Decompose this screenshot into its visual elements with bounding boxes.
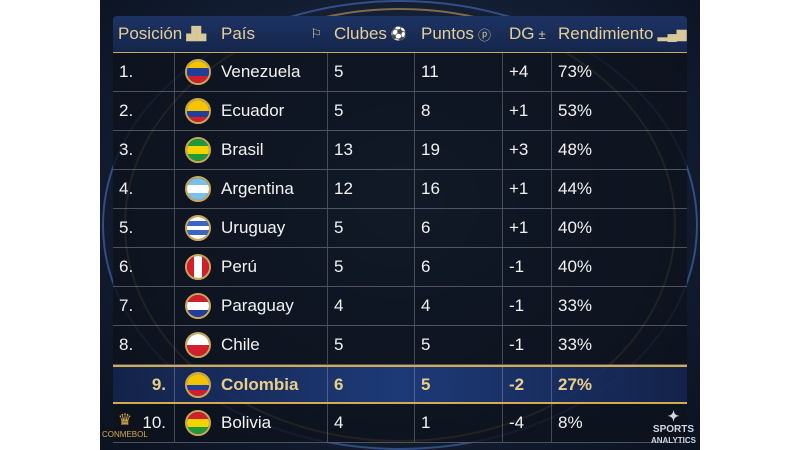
cell-clubs: 5 <box>328 248 415 286</box>
cell-points: 1 <box>415 404 503 442</box>
table-row[interactable]: 9. Colombia 6 5 -2 27% <box>113 365 687 404</box>
cell-dg: -1 <box>503 326 552 364</box>
table-row[interactable]: 6. Perú 5 6 -1 40% <box>113 248 687 287</box>
cell-dg: +4 <box>503 53 552 91</box>
cell-country: Ecuador <box>175 92 328 130</box>
cell-points: 11 <box>415 53 503 91</box>
cell-clubs: 4 <box>328 287 415 325</box>
flag-icon <box>185 215 211 241</box>
header-position[interactable]: Posición ▟▙ <box>118 24 207 43</box>
cell-position: 10. <box>113 404 175 442</box>
cell-position: 3. <box>113 131 175 169</box>
flag-icon <box>185 332 211 358</box>
cell-position: 1. <box>113 53 175 91</box>
header-dg[interactable]: DG ± <box>509 24 546 43</box>
podium-icon: ▟▙ <box>186 26 207 41</box>
cell-position: 5. <box>113 209 175 247</box>
cell-performance: 33% <box>558 296 593 315</box>
cell-clubs: 5 <box>328 209 415 247</box>
header-performance[interactable]: Rendimiento ▂▄▆ <box>558 24 687 43</box>
flag-icon <box>185 59 211 85</box>
cell-dg: -2 <box>503 367 552 402</box>
cell-clubs: 5 <box>328 326 415 364</box>
sports-analytics-logo: ✦ SPORTS ANALYTICS <box>650 408 696 445</box>
cell-country: Paraguay <box>175 287 328 325</box>
header-clubs[interactable]: Clubes ⚽ <box>334 24 408 43</box>
cell-clubs: 4 <box>328 404 415 442</box>
cell-clubs: 12 <box>328 170 415 208</box>
conmebol-logo: ♛ CONMEBOL <box>102 412 148 440</box>
cell-points: 6 <box>415 209 503 247</box>
cell-points: 5 <box>415 367 503 402</box>
standings-table: Posición ▟▙ País ⚐ Clubes ⚽ Puntos ⓟ DG ± Ren… <box>113 16 687 443</box>
flag-icon <box>185 176 211 202</box>
table-row[interactable]: 2. Ecuador 5 8 +1 53% <box>113 92 687 131</box>
cell-points: 8 <box>415 92 503 130</box>
table-row[interactable]: 7. Paraguay 4 4 -1 33% <box>113 287 687 326</box>
cell-performance: 73% <box>558 62 593 81</box>
flag-icon <box>185 254 211 280</box>
table-row[interactable]: 10. Bolivia 4 1 -4 8% <box>113 404 687 443</box>
points-icon: ⓟ <box>477 27 491 43</box>
cell-points: 4 <box>415 287 503 325</box>
cell-dg: +3 <box>503 131 552 169</box>
table-row[interactable]: 5. Uruguay 5 6 +1 40% <box>113 209 687 248</box>
cell-clubs: 6 <box>328 367 415 402</box>
cell-performance: 53% <box>558 101 593 120</box>
flag-icon <box>185 371 211 398</box>
bar-chart-icon: ▂▄▆ <box>657 26 687 41</box>
cell-dg: -1 <box>503 248 552 286</box>
flag-icon <box>185 293 211 319</box>
cell-dg: -4 <box>503 404 552 442</box>
cell-dg: +1 <box>503 92 552 130</box>
header-points[interactable]: Puntos ⓟ <box>421 24 491 43</box>
cell-performance: 33% <box>558 335 593 354</box>
cell-clubs: 13 <box>328 131 415 169</box>
cell-clubs: 5 <box>328 53 415 91</box>
cell-points: 16 <box>415 170 503 208</box>
cell-performance: 44% <box>558 179 593 198</box>
cell-points: 6 <box>415 248 503 286</box>
cell-performance: 40% <box>558 218 593 237</box>
cell-dg: +1 <box>503 170 552 208</box>
flag-icon <box>185 137 211 163</box>
cell-performance: 27% <box>558 374 593 394</box>
cell-country: Bolivia <box>175 404 328 442</box>
cell-clubs: 5 <box>328 92 415 130</box>
cell-performance: 48% <box>558 140 593 159</box>
table-header: Posición ▟▙ País ⚐ Clubes ⚽ Puntos ⓟ DG ± Ren… <box>113 16 687 53</box>
cell-performance: 8% <box>558 413 583 432</box>
cell-dg: +1 <box>503 209 552 247</box>
cell-position: 6. <box>113 248 175 286</box>
cell-country: Colombia <box>175 367 328 402</box>
cell-position: 2. <box>113 92 175 130</box>
cell-country: Brasil <box>175 131 328 169</box>
cell-country: Venezuela <box>175 53 328 91</box>
flag-icon: ⚐ <box>310 26 322 41</box>
cell-points: 19 <box>415 131 503 169</box>
soccer-ball-icon: ⚽ <box>390 26 408 41</box>
table-row[interactable]: 4. Argentina 12 16 +1 44% <box>113 170 687 209</box>
header-country[interactable]: País ⚐ <box>221 24 322 43</box>
standings-panel: Posición ▟▙ País ⚐ Clubes ⚽ Puntos ⓟ DG ± Ren… <box>100 0 700 450</box>
cell-position: 4. <box>113 170 175 208</box>
cell-dg: -1 <box>503 287 552 325</box>
cell-country: Perú <box>175 248 328 286</box>
flag-icon <box>185 410 211 436</box>
cell-performance: 40% <box>558 257 593 276</box>
cell-points: 5 <box>415 326 503 364</box>
table-row[interactable]: 1. Venezuela 5 11 +4 73% <box>113 53 687 92</box>
cell-country: Chile <box>175 326 328 364</box>
cell-position: 9. <box>113 367 175 402</box>
cell-position: 8. <box>113 326 175 364</box>
cell-country: Uruguay <box>175 209 328 247</box>
flag-icon <box>185 98 211 124</box>
cell-country: Argentina <box>175 170 328 208</box>
table-row[interactable]: 8. Chile 5 5 -1 33% <box>113 326 687 365</box>
plus-minus-icon: ± <box>538 26 546 42</box>
table-row[interactable]: 3. Brasil 13 19 +3 48% <box>113 131 687 170</box>
cell-position: 7. <box>113 287 175 325</box>
